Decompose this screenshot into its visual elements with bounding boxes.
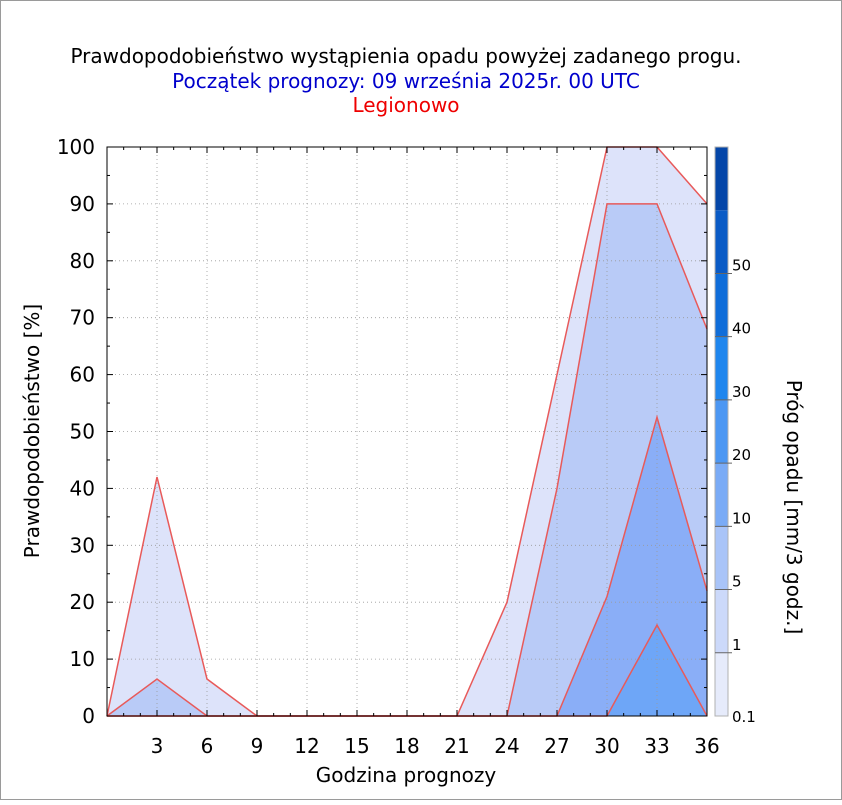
y-tick-label: 80 xyxy=(70,249,95,273)
colorbar-label: Próg opadu [mm/3 godz.] xyxy=(782,380,806,635)
y-tick-label: 10 xyxy=(70,647,95,671)
x-tick-label: 9 xyxy=(251,734,264,758)
x-tick-label: 15 xyxy=(344,734,369,758)
colorbar-tick-label: 40 xyxy=(732,320,751,338)
x-tick-label: 27 xyxy=(544,734,569,758)
colorbar-segment xyxy=(715,273,728,337)
y-tick-label: 40 xyxy=(70,476,95,500)
colorbar-segment xyxy=(715,463,728,527)
colorbar-segment xyxy=(715,210,728,274)
x-tick-label: 3 xyxy=(151,734,164,758)
colorbar-tick-label: 1 xyxy=(732,636,742,654)
y-tick-label: 30 xyxy=(70,533,95,557)
chart-location: Legionowo xyxy=(352,93,459,117)
colorbar-segment xyxy=(715,147,728,211)
colorbar-segment xyxy=(715,336,728,400)
x-axis-label: Godzina prognozy xyxy=(316,763,497,787)
x-tick-label: 36 xyxy=(694,734,719,758)
y-axis-label: Prawdopodobieństwo [%] xyxy=(20,304,44,558)
x-axis: 3 6 9 12 15 18 21 24 27 30 33 36 xyxy=(123,147,720,758)
x-tick-label: 21 xyxy=(444,734,469,758)
y-tick-label: 100 xyxy=(57,135,95,159)
y-tick-label: 0 xyxy=(82,704,95,728)
y-axis: 0 10 20 30 40 50 60 70 80 90 100 xyxy=(57,135,707,728)
colorbar-tick-label: 50 xyxy=(732,256,751,274)
x-tick-label: 24 xyxy=(494,734,519,758)
x-tick-label: 30 xyxy=(594,734,619,758)
colorbar-segment xyxy=(715,652,728,716)
colorbar-segment xyxy=(715,526,728,590)
colorbar-segment xyxy=(715,589,728,653)
y-tick-label: 50 xyxy=(70,420,95,444)
colorbar-tick-label: 30 xyxy=(732,383,751,401)
chart-title: Prawdopodobieństwo wystąpienia opadu pow… xyxy=(70,44,741,68)
y-tick-label: 90 xyxy=(70,192,95,216)
y-tick-label: 70 xyxy=(70,306,95,330)
area-threshold-10 xyxy=(107,625,707,716)
x-tick-label: 18 xyxy=(394,734,419,758)
colorbar-tick-label: 20 xyxy=(732,446,751,464)
y-tick-label: 20 xyxy=(70,590,95,614)
colorbar-tick-label: 0.1 xyxy=(732,708,756,726)
x-tick-label: 6 xyxy=(201,734,214,758)
x-tick-label: 33 xyxy=(644,734,669,758)
colorbar-segment xyxy=(715,399,728,464)
x-tick-label: 12 xyxy=(294,734,319,758)
chart-subtitle: Początek prognozy: 09 września 2025r. 00… xyxy=(172,69,640,93)
colorbar: 0.1 1 5 10 20 30 40 50 xyxy=(714,146,756,726)
colorbar-frame xyxy=(714,146,729,717)
y-tick-label: 60 xyxy=(70,363,95,387)
colorbar-tick-label: 10 xyxy=(732,509,751,527)
colorbar-tick-label: 5 xyxy=(732,573,742,591)
